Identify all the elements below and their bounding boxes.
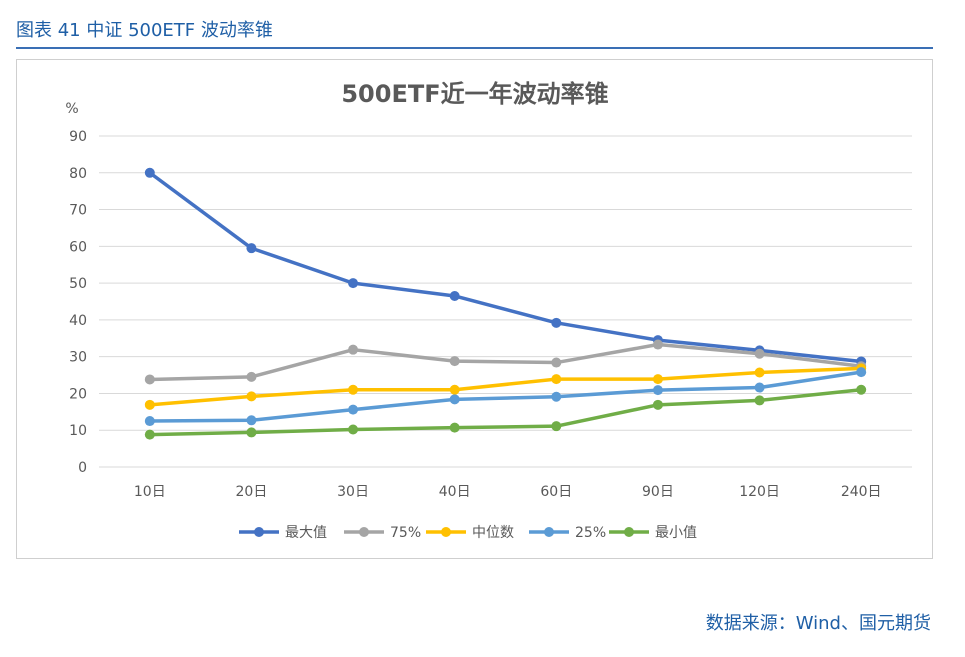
x-axis-ticks: 10日 20日 30日 40日 60日 90日 120日 240日 bbox=[134, 484, 882, 500]
data-point bbox=[246, 243, 257, 254]
data-point bbox=[449, 290, 460, 301]
x-tick-label: 30日 bbox=[337, 484, 369, 500]
data-point bbox=[754, 382, 765, 393]
legend-item: 最大值 bbox=[239, 525, 327, 541]
volatility-cone-chart: 500ETF近一年波动率锥 % 0 10 20 30 40 50 60 70 80 90 10日 2… bbox=[65, 80, 912, 541]
y-tick-label: 50 bbox=[69, 276, 87, 292]
series-中位数 bbox=[144, 363, 867, 410]
y-axis-unit-label: % bbox=[65, 101, 78, 117]
legend-swatch-marker bbox=[359, 527, 369, 537]
gridlines bbox=[99, 135, 912, 468]
series-line bbox=[148, 370, 863, 423]
data-point bbox=[449, 394, 460, 405]
legend-swatch-marker bbox=[254, 527, 264, 537]
chart-title: 500ETF近一年波动率锥 bbox=[341, 80, 608, 108]
legend-label: 25% bbox=[575, 525, 606, 541]
x-tick-label: 60日 bbox=[540, 484, 572, 500]
data-point bbox=[246, 415, 257, 426]
data-point bbox=[551, 391, 562, 402]
data-point bbox=[449, 384, 460, 395]
data-point bbox=[348, 278, 359, 289]
series-最大值 bbox=[144, 167, 867, 367]
data-point bbox=[754, 395, 765, 406]
data-point bbox=[551, 317, 562, 328]
x-tick-label: 20日 bbox=[236, 484, 268, 500]
legend-item: 最小值 bbox=[609, 525, 697, 541]
data-point bbox=[551, 357, 562, 368]
chart-frame: 500ETF近一年波动率锥 % 0 10 20 30 40 50 60 70 80 90 10日 2… bbox=[16, 59, 933, 559]
series-group bbox=[144, 167, 867, 440]
x-tick-label: 120日 bbox=[739, 484, 780, 500]
data-point bbox=[144, 167, 155, 178]
data-point bbox=[246, 371, 257, 382]
data-point bbox=[754, 348, 765, 359]
data-point bbox=[449, 422, 460, 433]
data-point bbox=[652, 339, 663, 350]
y-tick-label: 0 bbox=[78, 460, 87, 476]
legend-label: 75% bbox=[390, 525, 421, 541]
legend-label: 最小值 bbox=[655, 525, 697, 541]
y-tick-label: 40 bbox=[69, 313, 87, 329]
x-tick-label: 10日 bbox=[134, 484, 166, 500]
data-point bbox=[856, 367, 867, 378]
legend: 最大值 75% 中位数 25% 最小值 bbox=[239, 525, 697, 541]
data-point bbox=[348, 404, 359, 415]
data-point bbox=[754, 367, 765, 378]
y-tick-label: 60 bbox=[69, 239, 87, 255]
legend-swatch-marker bbox=[441, 527, 451, 537]
y-tick-label: 30 bbox=[69, 350, 87, 366]
legend-item: 25% bbox=[529, 525, 606, 541]
legend-item: 75% bbox=[344, 525, 421, 541]
data-point bbox=[348, 424, 359, 435]
legend-swatch-marker bbox=[624, 527, 634, 537]
data-point bbox=[449, 356, 460, 367]
data-point bbox=[246, 391, 257, 402]
data-point bbox=[551, 421, 562, 432]
figure-label: 图表 41 中证 500ETF 波动率锥 bbox=[16, 20, 273, 41]
data-point bbox=[652, 374, 663, 385]
y-tick-label: 90 bbox=[69, 129, 87, 145]
data-point bbox=[144, 416, 155, 427]
y-axis-ticks: 0 10 20 30 40 50 60 70 80 90 bbox=[69, 129, 87, 476]
data-point bbox=[856, 384, 867, 395]
data-point bbox=[652, 399, 663, 410]
y-tick-label: 10 bbox=[69, 423, 87, 439]
legend-swatch-marker bbox=[544, 527, 554, 537]
data-point bbox=[246, 427, 257, 438]
x-tick-label: 240日 bbox=[841, 484, 882, 500]
data-point bbox=[348, 384, 359, 395]
series-line bbox=[148, 388, 863, 437]
series-最小值 bbox=[144, 384, 867, 440]
y-tick-label: 20 bbox=[69, 386, 87, 402]
legend-item: 中位数 bbox=[426, 525, 514, 541]
data-point bbox=[348, 344, 359, 355]
series-line bbox=[148, 342, 863, 382]
series-25% bbox=[144, 367, 867, 427]
x-tick-label: 90日 bbox=[642, 484, 674, 500]
series-line bbox=[148, 366, 863, 407]
series-line bbox=[148, 171, 863, 364]
data-point bbox=[144, 399, 155, 410]
y-tick-label: 70 bbox=[69, 203, 87, 219]
source-note: 数据来源：Wind、国元期货 bbox=[705, 613, 931, 634]
data-point bbox=[652, 385, 663, 396]
header-rule bbox=[16, 47, 933, 49]
data-point bbox=[144, 429, 155, 440]
x-tick-label: 40日 bbox=[439, 484, 471, 500]
data-point bbox=[551, 374, 562, 385]
legend-label: 最大值 bbox=[285, 525, 327, 541]
data-point bbox=[144, 374, 155, 385]
y-tick-label: 80 bbox=[69, 166, 87, 182]
legend-label: 中位数 bbox=[472, 525, 514, 541]
